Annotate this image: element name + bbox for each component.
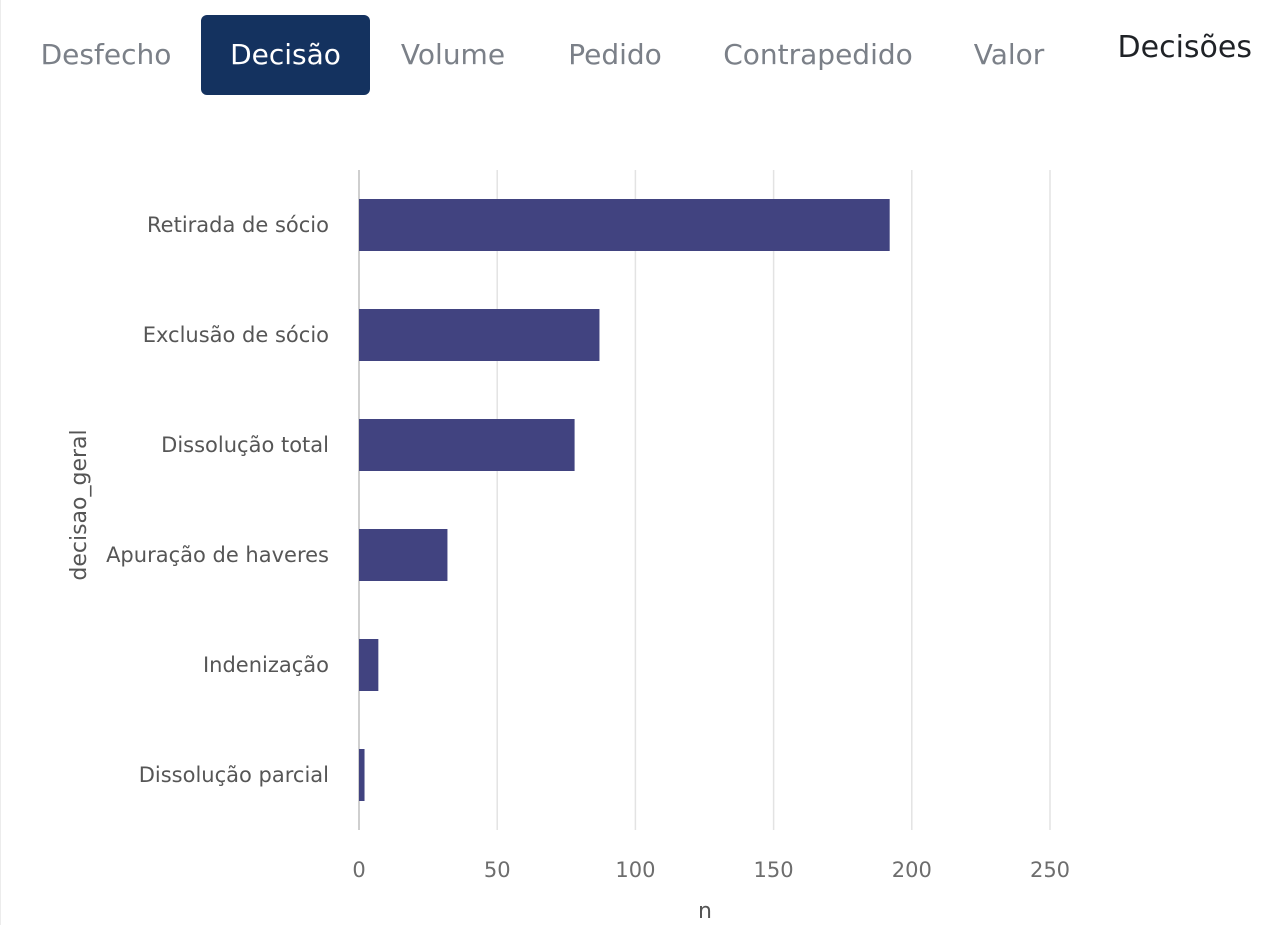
y-tick-label: Retirada de sócio [147,213,329,237]
y-axis-title: decisao_geral [67,429,92,580]
chart-x-tick-labels: 0 50 100 150 200 250 [352,858,1070,882]
card-title: Decisões [1117,30,1252,65]
tab-pedido[interactable]: Pedido [568,38,662,71]
tab-volume[interactable]: Volume [400,38,506,71]
x-axis-title: n [698,899,712,924]
y-tick-label: Dissolução parcial [139,763,329,787]
tab-desfecho[interactable]: Desfecho [40,38,172,71]
x-tick-label: 0 [352,858,365,882]
bar[interactable] [359,749,365,801]
x-tick-label: 100 [615,858,655,882]
bar[interactable] [359,309,600,361]
x-tick-label: 50 [484,858,511,882]
chart-gridlines [358,170,1051,830]
bar[interactable] [359,639,379,691]
y-tick-label: Exclusão de sócio [143,323,329,347]
bar[interactable] [359,419,575,471]
chart-y-tick-labels: Retirada de sócio Exclusão de sócio Dissol… [106,213,329,787]
decision-bar-chart: Retirada de sócio Exclusão de sócio Dissol… [67,170,1070,924]
y-tick-label: Apuração de haveres [106,543,329,567]
chart-container: Retirada de sócio Exclusão de sócio Dissol… [1,110,1280,925]
x-tick-label: 150 [754,858,794,882]
x-tick-label: 250 [1030,858,1070,882]
x-tick-label: 200 [892,858,932,882]
bar[interactable] [359,529,448,581]
tab-bar: Desfecho Decisão Volume Pedido Contraped… [1,15,1280,95]
y-tick-label: Dissolução total [161,433,329,457]
y-tick-label: Indenização [203,653,329,677]
tab-contrapedido[interactable]: Contrapedido [723,38,913,71]
bar[interactable] [359,199,890,251]
chart-bars [359,199,890,801]
tab-valor[interactable]: Valor [973,38,1045,71]
tab-decisao[interactable]: Decisão [201,15,370,95]
